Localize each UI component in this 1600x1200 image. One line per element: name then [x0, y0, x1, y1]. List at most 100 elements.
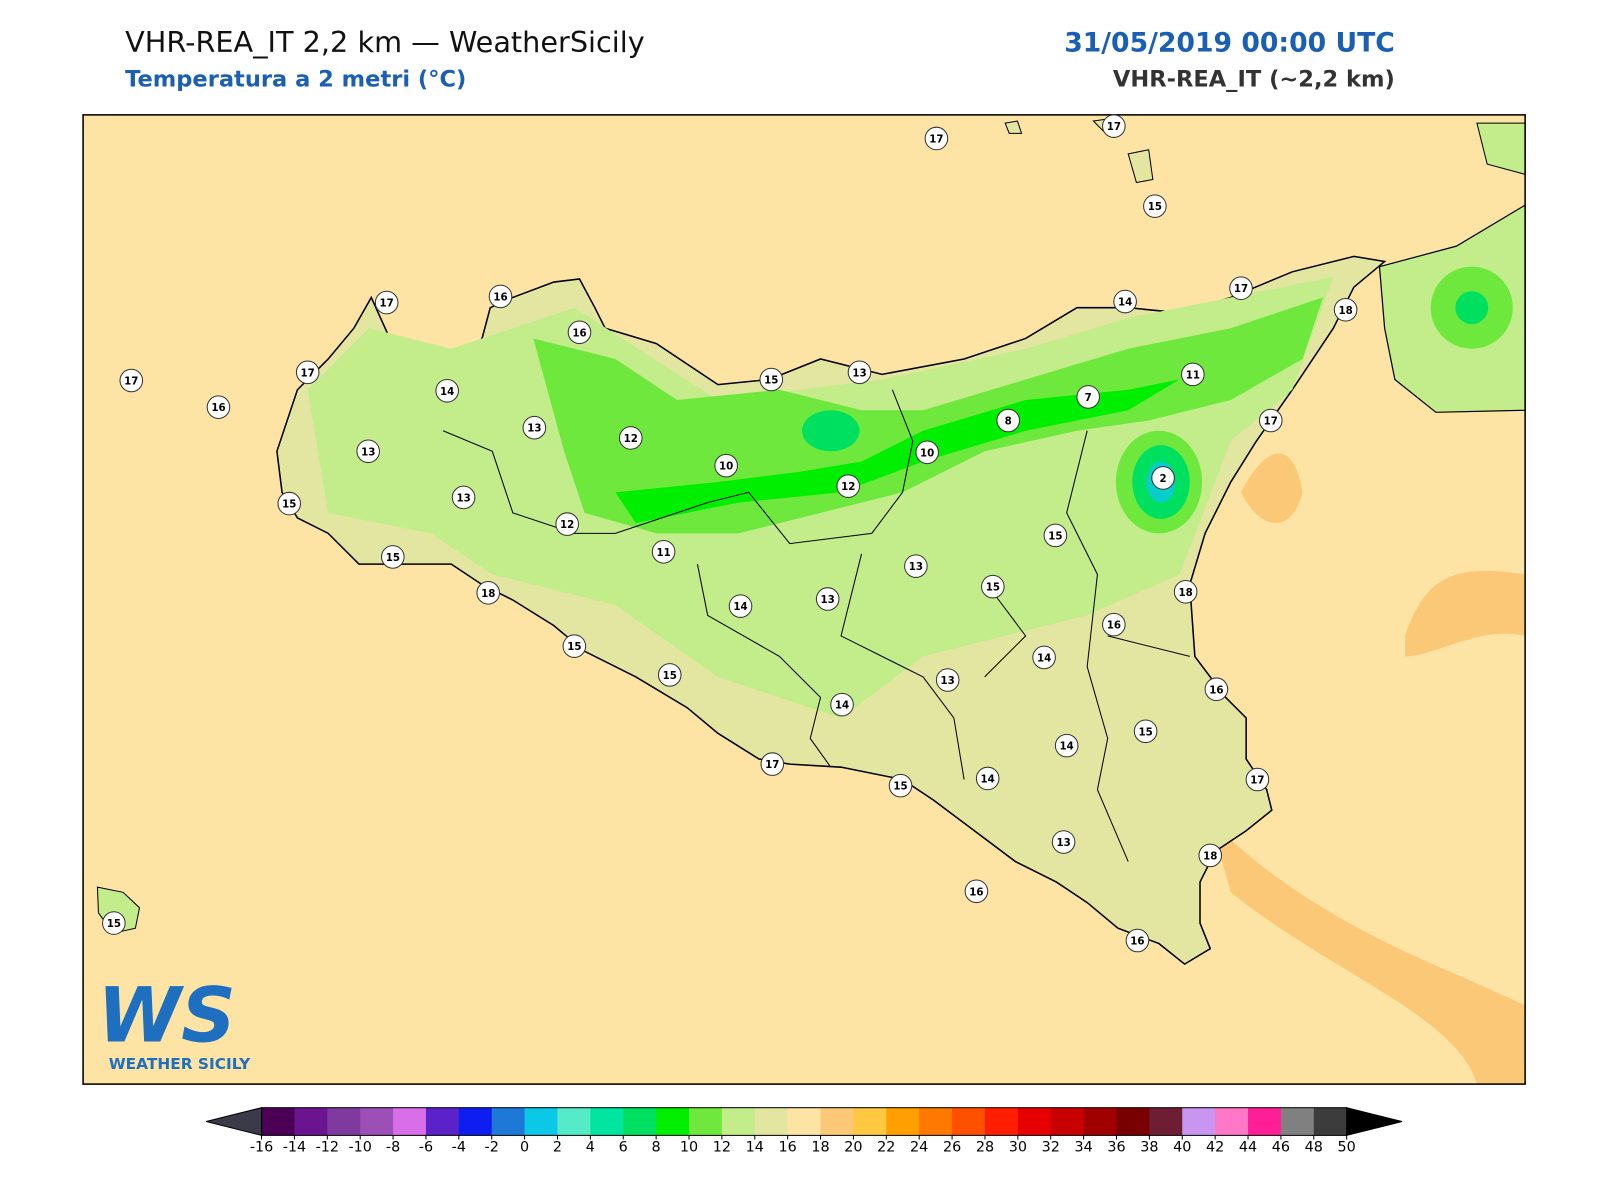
- colorbar-tick-label: 48: [1305, 1140, 1323, 1156]
- colorbar-swatch: [458, 1107, 493, 1136]
- colorbar-under: [206, 1107, 263, 1137]
- station-value: 12: [841, 481, 855, 493]
- subtitle: Temperatura a 2 metri (°C): [125, 67, 466, 93]
- station-value: 17: [1250, 775, 1264, 787]
- colorbar-tick-label: 14: [746, 1140, 764, 1156]
- colorbar-swatch: [984, 1107, 1019, 1136]
- station-marker: [1076, 385, 1100, 409]
- station: 16: [964, 879, 989, 904]
- station: 15: [759, 367, 784, 392]
- warm-sea: [1405, 570, 1526, 657]
- station-marker: [975, 766, 1000, 791]
- station-value: 14: [440, 386, 454, 398]
- station-marker: [935, 668, 960, 692]
- station-marker: [1113, 289, 1137, 314]
- station-value: 15: [663, 670, 677, 682]
- station-marker: [981, 574, 1005, 599]
- station-value: 10: [920, 447, 934, 459]
- station-value: 18: [1203, 850, 1217, 862]
- colorbar-tick-label: 16: [779, 1140, 797, 1156]
- colorbar-swatch: [1050, 1107, 1085, 1136]
- station-marker: [1258, 408, 1283, 433]
- station-marker: [915, 440, 939, 465]
- station: 14: [830, 692, 854, 717]
- colorbar-swatch: [1313, 1107, 1348, 1136]
- colorbar-swatch: [360, 1107, 394, 1136]
- station-marker: [830, 692, 854, 717]
- station-value: 17: [1234, 283, 1248, 295]
- cold-area: [615, 379, 1180, 524]
- station-value: 13: [909, 561, 923, 573]
- station-marker: [888, 773, 913, 798]
- colorbar-tick-label: 0: [520, 1140, 529, 1156]
- colorbar-tick-label: 18: [811, 1140, 829, 1156]
- station: 17: [1229, 276, 1253, 300]
- station-value: 14: [981, 773, 995, 785]
- station-value: 18: [1339, 305, 1353, 317]
- model: VHR-REA_IT (~2,2 km): [1113, 67, 1395, 93]
- station: 15: [102, 911, 126, 935]
- date: 31/05/2019 00:00 UTC: [1064, 28, 1395, 59]
- station-marker: [206, 395, 231, 419]
- colorbar-tick-label: -8: [386, 1140, 400, 1156]
- station-value: 2: [1160, 473, 1167, 485]
- warm-sea: [1210, 820, 1526, 1085]
- station-marker: [1173, 579, 1198, 604]
- station-marker: [760, 752, 785, 776]
- station-marker: [356, 439, 380, 464]
- station-marker: [1181, 362, 1205, 387]
- station-value: 17: [380, 298, 394, 310]
- station: 15: [981, 574, 1005, 599]
- colorbar-swatch: [820, 1107, 854, 1136]
- colorbar-tick-label: 44: [1239, 1140, 1257, 1156]
- station-value: 16: [493, 291, 507, 303]
- station: 15: [562, 634, 587, 658]
- station-value: 16: [572, 327, 586, 339]
- station-value: 13: [1056, 837, 1070, 849]
- colorbar-tick-label: 26: [943, 1140, 961, 1156]
- station-marker: [759, 367, 784, 392]
- cold-area: [1455, 291, 1489, 325]
- station-value: 13: [456, 492, 470, 504]
- station: 14: [435, 378, 459, 403]
- station-value: 15: [764, 375, 778, 387]
- station-value: 15: [1148, 201, 1162, 213]
- station-value: 8: [1005, 416, 1012, 428]
- station-marker: [1043, 523, 1068, 548]
- colorbar-tick-label: -12: [316, 1140, 339, 1156]
- station: 15: [1143, 194, 1167, 218]
- station: 16: [1125, 928, 1150, 953]
- station: 17: [374, 290, 399, 315]
- colorbar-over: [1346, 1107, 1403, 1137]
- station-marker: [1245, 767, 1270, 792]
- station: 10: [915, 440, 939, 465]
- colorbar-tick-label: 24: [910, 1140, 928, 1156]
- station-value: 16: [1107, 620, 1121, 632]
- station: 13: [451, 485, 476, 510]
- station-marker: [924, 126, 949, 151]
- station-marker: [277, 491, 302, 516]
- station: 2: [1151, 466, 1175, 490]
- colorbar-swatch: [886, 1107, 920, 1136]
- map-frame: [82, 114, 1526, 1085]
- cold-area: [802, 410, 860, 452]
- station-marker: [651, 539, 676, 564]
- station-marker: [435, 378, 459, 403]
- station-value: 15: [567, 641, 581, 653]
- station-marker: [374, 290, 399, 315]
- colorbar-swatch: [1149, 1107, 1183, 1136]
- station-value: 14: [1060, 741, 1074, 753]
- station-marker: [567, 320, 592, 345]
- colorbar-tick-label: 50: [1338, 1140, 1356, 1156]
- colorbar-tick-label: -2: [485, 1140, 499, 1156]
- station-value: 16: [1130, 936, 1144, 948]
- station-marker: [657, 663, 682, 687]
- station-marker: [1333, 297, 1358, 322]
- station: 13: [1051, 830, 1076, 854]
- colorbar-tick-label: 34: [1074, 1140, 1092, 1156]
- station-value: 11: [1186, 369, 1200, 381]
- station-marker: [714, 453, 738, 478]
- station: 8: [996, 408, 1020, 433]
